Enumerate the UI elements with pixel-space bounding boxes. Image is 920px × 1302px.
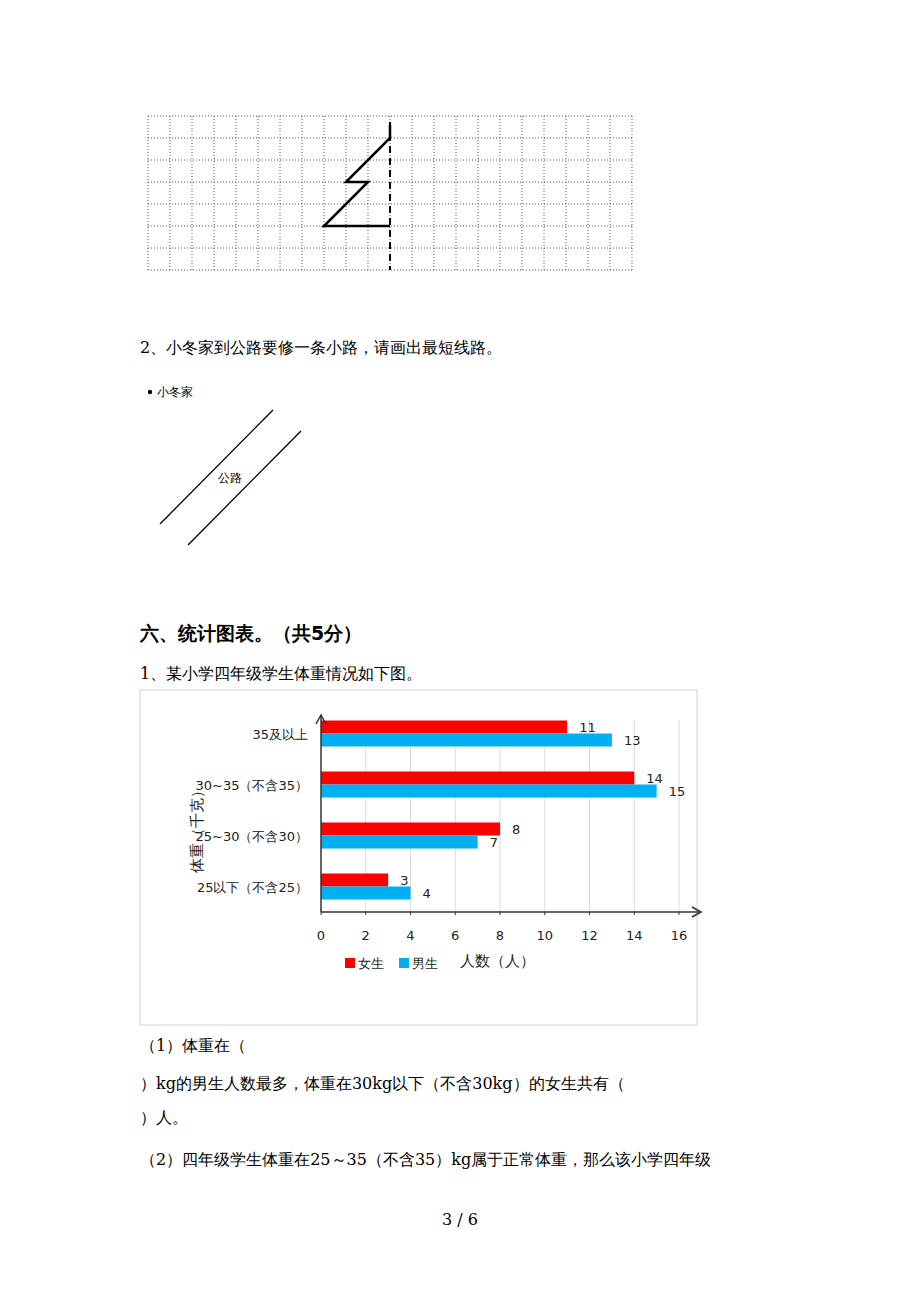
x-arrow [692, 907, 701, 917]
road-edge [188, 431, 301, 545]
page: 2、小冬家到公路要修一条小路，请画出最短线路。小冬家公路六、统计图表。（共5分）… [0, 0, 920, 1302]
data-label: 13 [624, 733, 641, 748]
grid-line [412, 116, 413, 270]
half-shape [324, 125, 390, 226]
legend-label: 女生 [358, 956, 384, 971]
chart: 0 2 4 6 8 10 12 14 16 3 8 14 11 4 7 15 13 25以下（不含25） 25~30… [140, 690, 701, 1025]
sub-question: （2）四年级学生体重在25～35（不含35）kg属于正常体重，那么该小学四年级 [140, 1150, 711, 1169]
data-label: 14 [646, 771, 663, 786]
road-edge [160, 410, 273, 524]
tick-label: 4 [406, 928, 414, 943]
grid-line [148, 204, 632, 205]
tick-label: 14 [626, 928, 643, 943]
page-svg: 2、小冬家到公路要修一条小路，请画出最短线路。小冬家公路六、统计图表。（共5分）… [0, 0, 920, 1302]
legend-label: 男生 [412, 956, 438, 971]
grid-line [632, 116, 633, 270]
grid-line [478, 116, 479, 270]
grid-line [214, 116, 215, 270]
data-label: 3 [400, 873, 408, 888]
grid-line [634, 720, 635, 912]
bar [321, 823, 500, 836]
tick-label: 2 [362, 928, 370, 943]
data-label: 15 [669, 784, 686, 799]
sub-question: ）人。 [140, 1108, 188, 1127]
house-label: 小冬家 [157, 385, 193, 399]
tick-label: 8 [496, 928, 504, 943]
y-axis-label: 体重（千克） [188, 783, 206, 873]
question-text: 2、小冬家到公路要修一条小路，请画出最短线路。 [140, 338, 502, 357]
grid-line [455, 720, 456, 912]
grid-figure [148, 116, 632, 270]
tick-label: 6 [451, 928, 459, 943]
category-label: 35及以上 [252, 727, 308, 742]
grid-line [544, 720, 545, 912]
x-axis [321, 911, 700, 913]
legend-swatch [345, 958, 355, 968]
bar [321, 734, 612, 747]
tick-label: 12 [581, 928, 598, 943]
data-label: 11 [579, 720, 596, 735]
category-label: 25~30（不含30） [195, 829, 308, 844]
data-label: 7 [490, 835, 498, 850]
legend-swatch [399, 958, 409, 968]
grid-line [500, 720, 501, 912]
bar [321, 721, 567, 734]
category-label: 25以下（不含25） [197, 880, 308, 895]
question-text: 1、某小学四年级学生体重情况如下图。 [140, 664, 422, 683]
data-label: 4 [423, 886, 431, 901]
house-dot [148, 390, 152, 394]
grid-line [589, 720, 590, 912]
grid-line [434, 116, 435, 270]
bar [321, 772, 634, 785]
tick-label: 10 [536, 928, 553, 943]
grid-line [258, 116, 259, 270]
x-axis-label: 人数（人） [460, 952, 535, 970]
bars [321, 721, 657, 900]
bar [321, 836, 478, 849]
grid-line [522, 116, 523, 270]
grid-line [302, 116, 303, 270]
data-label: 8 [512, 822, 520, 837]
grid-line [588, 116, 589, 270]
grid-line [500, 116, 501, 270]
y-arrow [316, 715, 326, 724]
bar [321, 874, 388, 887]
grid-line [324, 116, 325, 270]
grid-line [679, 720, 680, 912]
section-title: 六、统计图表。（共5分） [139, 622, 362, 644]
grid-line [566, 116, 567, 270]
grid-line [236, 116, 237, 270]
page-number: 3 / 6 [442, 1210, 478, 1229]
grid-line [610, 116, 611, 270]
grid-line [192, 116, 193, 270]
sub-question: （1）体重在（ [140, 1036, 246, 1055]
category-label: 30~35（不含35） [195, 778, 308, 793]
data-labels: 3 8 14 11 4 7 15 13 [400, 720, 685, 901]
grid-line [368, 116, 369, 270]
grid-line [170, 116, 171, 270]
bar [321, 887, 411, 900]
bar [321, 785, 657, 798]
symmetry-axis [389, 122, 391, 270]
tick-label: 0 [317, 928, 325, 943]
y-axis [320, 716, 322, 912]
chart-frame [140, 690, 697, 1025]
grid-line [148, 116, 149, 270]
grid-line [410, 720, 411, 912]
sub-question: ）kg的男生人数最多，体重在30kg以下（不含30kg）的女生共有（ [140, 1074, 625, 1093]
grid-line [346, 116, 347, 270]
tick-label: 16 [671, 928, 688, 943]
grid-line [148, 116, 632, 117]
grid-line [456, 116, 457, 270]
road-label: 公路 [218, 471, 242, 485]
grid-line [544, 116, 545, 270]
grid-line [280, 116, 281, 270]
